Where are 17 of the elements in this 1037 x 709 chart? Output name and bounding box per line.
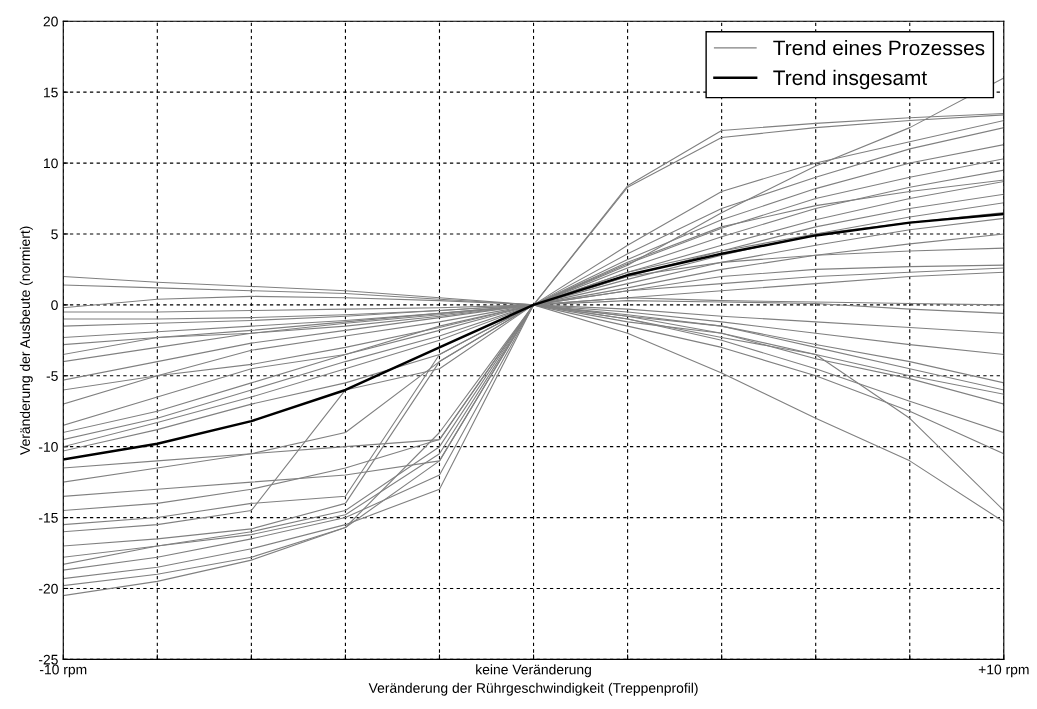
x-tick-label: keine Veränderung [476, 664, 591, 678]
y-tick-label: -10 [38, 442, 58, 452]
x-tick-label: +10 rpm [978, 664, 1029, 678]
x-axis-title: Veränderung der Rührgeschwindigkeit (Treppenprofil) [368, 682, 698, 696]
y-tick-label: 10 [44, 158, 58, 169]
legend-label: Trend insgesamt [773, 69, 928, 90]
x-tick-label: -10 rpm [39, 664, 87, 678]
y-tick-label: -25 [38, 654, 58, 665]
legend-label: Trend eines Prozesses [773, 40, 985, 56]
y-tick-label: -20 [38, 583, 58, 594]
y-tick-label: 20 [43, 16, 58, 27]
y-tick-label: -15 [38, 513, 58, 523]
y-tick-label: 0 [51, 300, 58, 311]
y-axis-title: Veränderung der Ausbeute (normiert) [19, 226, 33, 455]
y-tick-label: -5 [46, 371, 58, 381]
y-tick-label: 5 [51, 229, 58, 240]
y-tick-label: 15 [44, 87, 58, 98]
